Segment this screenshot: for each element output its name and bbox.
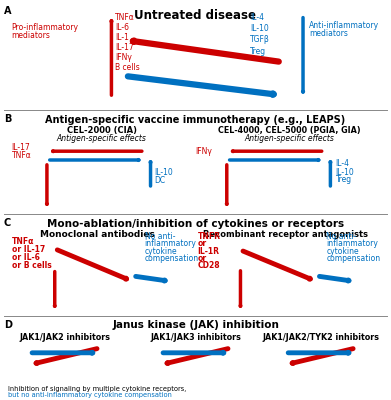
- Text: Janus kinase (JAK) inhibition: Janus kinase (JAK) inhibition: [112, 320, 279, 330]
- Text: IFNγ: IFNγ: [115, 54, 132, 62]
- Text: or B cells: or B cells: [12, 262, 52, 270]
- Text: Anti-inflammatory: Anti-inflammatory: [309, 22, 379, 30]
- Text: TGFβ: TGFβ: [250, 36, 270, 44]
- Text: cytokine: cytokine: [326, 247, 359, 256]
- Text: IL-17: IL-17: [115, 44, 134, 52]
- Text: IL-1R: IL-1R: [197, 247, 219, 256]
- Text: inflammatory: inflammatory: [145, 240, 197, 248]
- Text: or IL-17: or IL-17: [12, 246, 45, 254]
- Text: TNFα: TNFα: [115, 14, 135, 22]
- Text: mediators: mediators: [12, 32, 50, 40]
- Text: compensation: compensation: [326, 254, 380, 263]
- Text: Inhibition of signaling by multiple cytokine receptors,: Inhibition of signaling by multiple cyto…: [8, 386, 188, 392]
- Text: Monoclonal antibodies: Monoclonal antibodies: [40, 230, 155, 239]
- Text: JAK1/JAK2/TYK2 inhibitors: JAK1/JAK2/TYK2 inhibitors: [262, 333, 379, 342]
- Text: Pro-inflammatory: Pro-inflammatory: [12, 24, 79, 32]
- Text: JAK1/JAK3 inhibitors: JAK1/JAK3 inhibitors: [150, 333, 241, 342]
- Text: D: D: [4, 320, 12, 330]
- Text: Untreated disease: Untreated disease: [135, 9, 256, 22]
- Text: CEL-2000 (CIA): CEL-2000 (CIA): [66, 126, 137, 135]
- Text: B cells: B cells: [115, 64, 140, 72]
- Text: compensation: compensation: [145, 254, 199, 263]
- Text: JAK1/JAK2 inhibitors: JAK1/JAK2 inhibitors: [19, 333, 110, 342]
- Text: IL-10: IL-10: [154, 168, 173, 176]
- Text: IL-10: IL-10: [250, 24, 269, 33]
- Text: Treg: Treg: [335, 176, 352, 184]
- Text: Antigen-specific vaccine immunotherapy (e.g., LEAPS): Antigen-specific vaccine immunotherapy (…: [45, 115, 346, 125]
- Text: cytokine: cytokine: [145, 247, 177, 256]
- Text: IL-4: IL-4: [250, 14, 264, 22]
- Text: Antigen-specific effects: Antigen-specific effects: [57, 134, 147, 143]
- Text: or IL-6: or IL-6: [12, 254, 39, 262]
- Text: mediators: mediators: [309, 30, 348, 38]
- Text: Recombinant receptor antagonists: Recombinant receptor antagonists: [203, 230, 368, 239]
- Text: CD28: CD28: [197, 261, 220, 270]
- Text: TNFR: TNFR: [197, 232, 221, 241]
- Text: CEL-4000, CEL-5000 (PGIA, GIA): CEL-4000, CEL-5000 (PGIA, GIA): [218, 126, 361, 135]
- Text: IFNγ: IFNγ: [196, 147, 212, 156]
- Text: Antigen-specific effects: Antigen-specific effects: [244, 134, 334, 143]
- Text: B: B: [4, 114, 11, 124]
- Text: inflammatory: inflammatory: [326, 240, 378, 248]
- Text: A: A: [4, 6, 11, 16]
- Text: IL-1: IL-1: [115, 34, 129, 42]
- Text: IL-17: IL-17: [12, 144, 30, 152]
- Text: C: C: [4, 218, 11, 228]
- Text: TNFα: TNFα: [12, 152, 32, 160]
- Text: No anti-: No anti-: [326, 232, 357, 241]
- Text: DC: DC: [154, 176, 165, 185]
- Text: IL-6: IL-6: [115, 24, 129, 32]
- Text: IL-4: IL-4: [335, 160, 350, 168]
- Text: or: or: [197, 240, 206, 248]
- Text: IL-10: IL-10: [335, 168, 354, 176]
- Text: but no anti-inflammatory cytokine compensation: but no anti-inflammatory cytokine compen…: [8, 392, 172, 398]
- Text: Mono-ablation/inhibition of cytokines or receptors: Mono-ablation/inhibition of cytokines or…: [47, 219, 344, 229]
- Text: TNFα: TNFα: [12, 238, 34, 246]
- Text: Treg: Treg: [250, 47, 266, 56]
- Text: or: or: [197, 254, 206, 263]
- Text: No anti-: No anti-: [145, 232, 175, 241]
